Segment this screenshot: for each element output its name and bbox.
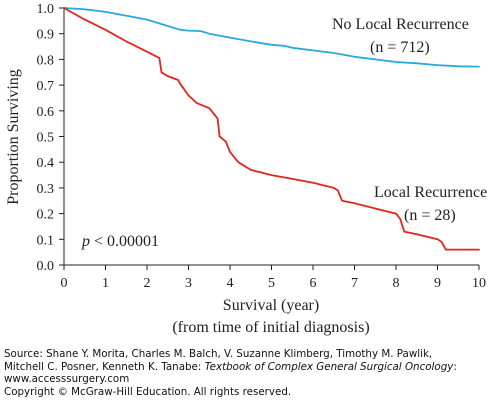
source-authors: Mitchell C. Posner, Kenneth K. Tanabe: (4, 360, 205, 373)
ticks: 0 1 2 3 4 5 6 7 8 9 10 0.0 0.1 0.2 0.3 0.4 0.5 0.6 0.7 0.8 0… (37, 2, 487, 291)
y-tick-label: 0.1 (37, 233, 55, 248)
x-tick-label: 6 (310, 276, 317, 291)
source-citation: Source: Shane Y. Morita, Charles M. Balc… (4, 348, 496, 398)
y-tick-label: 0.2 (37, 208, 55, 223)
x-tick-label: 4 (227, 276, 234, 291)
source-line-2: Mitchell C. Posner, Kenneth K. Tanabe: T… (4, 361, 496, 374)
source-colon: : (453, 360, 457, 373)
x-axis-title: Survival (year) (223, 297, 319, 314)
x-tick-label: 8 (393, 276, 400, 291)
y-axis-title: Proportion Surviving (5, 69, 22, 205)
copyright-text: Copyright © McGraw-Hill Education. All r… (4, 385, 292, 398)
source-website: www.accesssurgery.com (4, 373, 130, 386)
series-line-local-recurrence (63, 7, 480, 251)
p-value-text: < 0.00001 (94, 233, 159, 250)
legend-label-no-recurrence: No Local Recurrence (332, 16, 469, 33)
x-axis-subtitle: (from time of initial diagnosis) (172, 319, 369, 336)
series-line-no-local-recurrence (63, 7, 480, 68)
x-tick-label: 3 (185, 276, 192, 291)
x-tick-label: 1 (102, 276, 109, 291)
x-tick-label: 5 (268, 276, 275, 291)
y-tick-label: 0.8 (37, 53, 55, 68)
y-tick-label: 1.0 (37, 2, 55, 17)
y-tick-label: 0.0 (37, 259, 55, 274)
y-tick-label: 0.3 (37, 182, 55, 197)
survival-chart: 0 1 2 3 4 5 6 7 8 9 10 0.0 0.1 0.2 0.3 0.4 0.5 0.6 0.7 0.8 0… (5, 2, 487, 336)
x-tick-label: 0 (61, 276, 68, 291)
y-tick-label: 0.4 (37, 156, 55, 171)
p-value-annotation: p < 0.00001 (81, 233, 159, 250)
source-book-title: Textbook of Complex General Surgical Onc… (204, 360, 454, 373)
y-tick-label: 0.5 (37, 131, 55, 146)
series-layer (63, 7, 480, 251)
legend-n-recurrence: (n = 28) (404, 207, 456, 224)
x-tick-label: 7 (351, 276, 358, 291)
x-tick-label: 2 (144, 276, 151, 291)
legend-label-recurrence: Local Recurrence (374, 184, 487, 201)
x-tick-label: 9 (434, 276, 441, 291)
y-tick-label: 0.6 (37, 105, 55, 120)
source-line-1: Source: Shane Y. Morita, Charles M. Balc… (4, 348, 433, 360)
p-symbol: p (81, 233, 90, 250)
x-tick-label: 10 (472, 276, 486, 291)
y-tick-label: 0.7 (37, 79, 55, 94)
legend-n-no-recurrence: (n = 712) (370, 39, 430, 56)
y-tick-label: 0.9 (37, 28, 55, 43)
